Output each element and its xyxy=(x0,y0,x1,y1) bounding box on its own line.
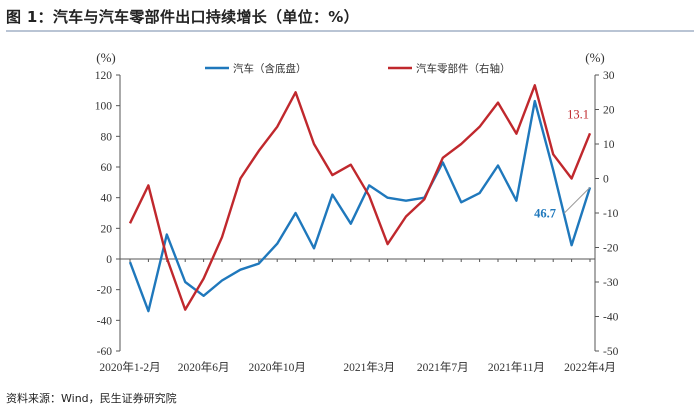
x-tick-label: 2020年10月 xyxy=(248,360,306,374)
left-tick-label: 120 xyxy=(95,70,113,82)
x-tick-label: 2021年7月 xyxy=(417,360,469,374)
legend-label-1: 汽车（含底盘） xyxy=(233,62,307,75)
annotation-leader xyxy=(563,187,591,214)
series-line-1 xyxy=(128,99,592,313)
right-tick-label: 30 xyxy=(603,70,615,82)
right-tick-label: 0 xyxy=(603,174,609,186)
left-tick-label: 60 xyxy=(101,162,113,174)
right-tick-label: -10 xyxy=(603,208,619,220)
right-tick-label: 20 xyxy=(603,105,615,117)
left-tick-label: -60 xyxy=(97,346,113,358)
annotation-label-2: 13.1 xyxy=(567,107,589,121)
left-axis-unit: (%) xyxy=(96,50,116,65)
x-tick-label: 2020年1-2月 xyxy=(99,360,160,374)
right-tick-label: -20 xyxy=(603,243,619,255)
right-tick-label: -40 xyxy=(603,312,619,324)
left-tick-label: 20 xyxy=(101,223,113,235)
left-tick-label: 80 xyxy=(101,131,113,143)
title-divider xyxy=(6,30,694,32)
x-tick-label: 2020年6月 xyxy=(178,360,230,374)
legend-label-2: 汽车零部件（右轴） xyxy=(416,62,511,75)
right-axis-unit: (%) xyxy=(585,50,605,65)
left-tick-label: -20 xyxy=(97,285,113,297)
series-lines xyxy=(128,84,592,313)
annotation-label-1: 46.7 xyxy=(534,206,556,220)
legend: 汽车（含底盘） 汽车零部件（右轴） xyxy=(205,62,511,75)
series-line-2 xyxy=(128,84,592,311)
axes: -60 -40 -20 0 20 40 60 80 100 120 -50 -40 -30 -20 -10 0… xyxy=(95,50,619,374)
left-tick-label: -40 xyxy=(97,315,113,327)
x-tick-label: 2022年4月 xyxy=(564,360,616,374)
chart-title: 图 1：汽车与汽车零部件出口持续增长（单位：%） xyxy=(6,8,359,26)
annotations: 46.7 13.1 xyxy=(534,107,591,220)
left-tick-label: 40 xyxy=(101,193,113,205)
x-tick-label: 2021年11月 xyxy=(488,360,545,374)
source-note: 资料来源：Wind，民生证券研究院 xyxy=(6,392,177,405)
left-tick-label: 0 xyxy=(106,254,112,266)
left-tick-label: 100 xyxy=(95,101,113,113)
right-tick-label: -30 xyxy=(603,277,619,289)
right-tick-label: 10 xyxy=(603,139,615,151)
x-tick-label: 2021年3月 xyxy=(343,360,395,374)
right-tick-label: -50 xyxy=(603,346,619,358)
